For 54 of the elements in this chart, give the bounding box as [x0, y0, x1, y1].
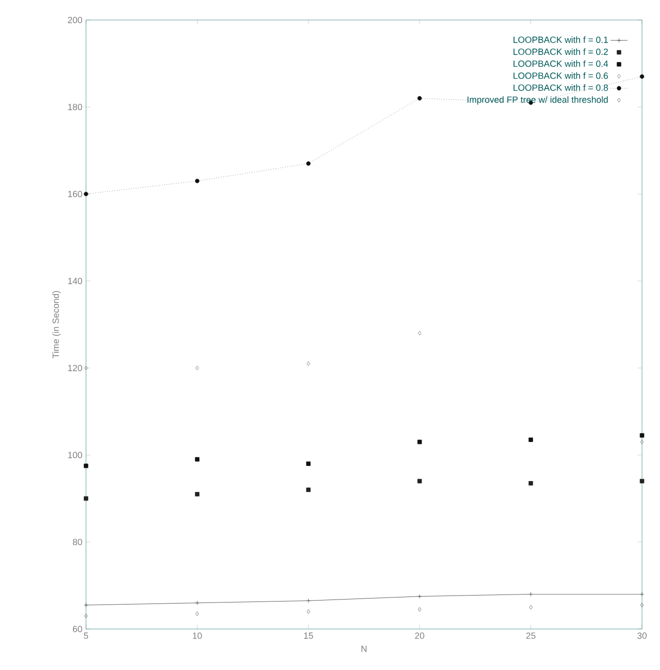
point — [640, 478, 644, 484]
legend-label: LOOPBACK with f = 0.2 — [514, 48, 608, 55]
point — [529, 605, 532, 610]
point — [306, 161, 311, 166]
point — [306, 598, 311, 603]
point — [418, 607, 422, 612]
point — [528, 481, 533, 486]
x-tick-label: 20 — [415, 632, 424, 639]
point — [306, 609, 310, 614]
point — [640, 440, 644, 444]
y-tick-label: 160 — [68, 190, 82, 198]
y-tick-label: 140 — [68, 278, 82, 284]
legend-label: Improved FP tree w/ ideal threshold — [468, 96, 608, 105]
point — [417, 594, 422, 599]
point — [84, 614, 88, 618]
point — [306, 488, 311, 492]
point — [306, 361, 310, 366]
y-tick-label: 120 — [68, 364, 82, 372]
point — [196, 366, 199, 370]
legend-label: LOOPBACK with f = 0.6 — [514, 72, 608, 79]
point — [195, 178, 200, 184]
y-tick-label: 180 — [68, 104, 82, 110]
y-tick-label: 200 — [68, 16, 82, 24]
legend-label: LOOPBACK with f = 0.1 — [514, 36, 608, 43]
legend-label: LOOPBACK with f = 0.8 — [514, 84, 608, 91]
y-axis-title: Time (in Second) — [52, 291, 61, 358]
point — [84, 192, 88, 196]
point — [306, 462, 311, 466]
point — [84, 496, 88, 501]
point — [528, 438, 533, 442]
point — [84, 464, 88, 468]
x-tick-label: 10 — [192, 632, 202, 639]
point — [417, 96, 422, 100]
x-tick-label: 30 — [637, 632, 647, 639]
x-tick-label: 15 — [304, 632, 314, 639]
x-axis-title: N — [362, 646, 367, 652]
point — [640, 74, 644, 79]
y-tick-label: 100 — [68, 452, 82, 458]
point — [196, 612, 199, 616]
point — [417, 440, 422, 444]
y-tick-label: 60 — [72, 626, 82, 632]
point — [84, 366, 88, 370]
y-tick-label: 80 — [72, 538, 82, 546]
x-tick-label: 25 — [526, 632, 536, 639]
point — [418, 331, 422, 336]
point — [640, 602, 644, 608]
point — [195, 457, 200, 462]
x-tick-label: 5 — [84, 632, 88, 639]
point — [528, 592, 533, 596]
point — [640, 433, 644, 438]
point — [195, 600, 200, 606]
point — [417, 478, 422, 484]
legend-label: LOOPBACK with f = 0.4 — [514, 60, 608, 67]
point — [195, 492, 200, 496]
